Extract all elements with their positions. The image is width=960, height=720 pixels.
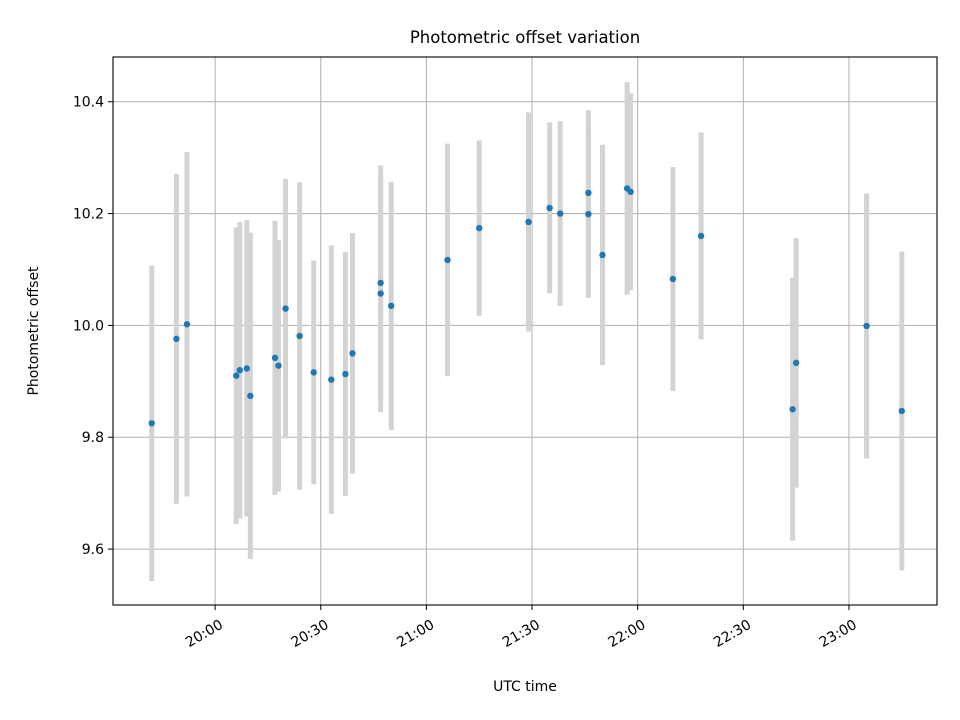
data-point bbox=[349, 350, 356, 357]
data-point bbox=[271, 354, 279, 362]
data-point bbox=[627, 188, 634, 195]
chart-title: Photometric offset variation bbox=[410, 28, 640, 47]
y-tick-label: 10.4 bbox=[73, 95, 104, 111]
y-tick-label: 10.2 bbox=[73, 207, 104, 223]
y-tick-label: 10.0 bbox=[73, 318, 104, 334]
plot-frame bbox=[112, 56, 938, 606]
data-point bbox=[546, 204, 553, 212]
data-point bbox=[296, 332, 303, 340]
data-point bbox=[585, 210, 592, 218]
data-point bbox=[148, 420, 155, 427]
y-tick-label: 9.6 bbox=[82, 542, 104, 558]
data-point bbox=[585, 189, 592, 197]
y-tick-label: 9.8 bbox=[82, 430, 104, 446]
data-point bbox=[387, 302, 395, 310]
data-point bbox=[697, 232, 705, 240]
data-point bbox=[236, 366, 243, 374]
data-point bbox=[377, 290, 384, 297]
data-point bbox=[310, 369, 317, 376]
data-point bbox=[476, 224, 483, 232]
data-point bbox=[444, 256, 451, 264]
data-point bbox=[599, 251, 606, 259]
data-point bbox=[525, 218, 532, 226]
data-points bbox=[148, 185, 905, 427]
grid bbox=[113, 57, 937, 605]
data-point bbox=[789, 406, 796, 413]
data-point bbox=[863, 322, 870, 330]
data-point bbox=[247, 392, 254, 400]
data-point bbox=[342, 370, 349, 378]
data-point bbox=[173, 335, 180, 343]
data-point bbox=[183, 321, 191, 328]
data-point bbox=[328, 376, 335, 383]
data-point bbox=[243, 365, 251, 372]
data-point bbox=[282, 305, 289, 312]
data-point bbox=[669, 275, 677, 283]
y-axis-label: Photometric offset bbox=[26, 266, 42, 396]
data-point bbox=[377, 279, 384, 287]
data-point bbox=[792, 359, 800, 367]
x-axis-label: UTC time bbox=[493, 679, 557, 695]
data-point bbox=[898, 407, 905, 415]
data-point bbox=[557, 210, 564, 217]
y-axis-ticks: 9.6 9.8 10.0 10.2 10.4 bbox=[73, 95, 113, 558]
data-point bbox=[233, 372, 240, 379]
data-point bbox=[275, 362, 282, 369]
